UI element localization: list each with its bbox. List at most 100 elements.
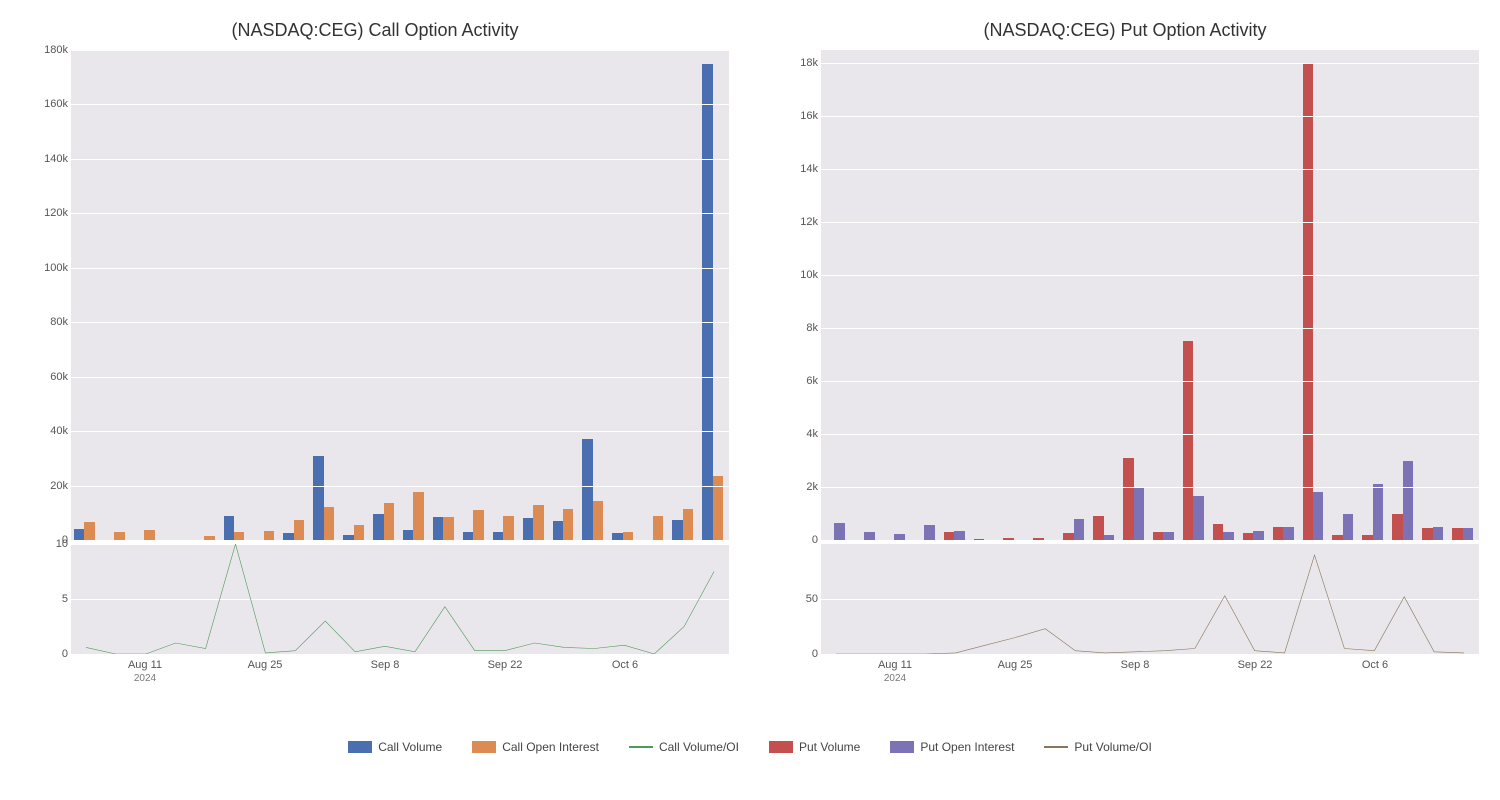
put_oi-bar (1433, 527, 1443, 540)
gridline (821, 275, 1479, 276)
gridline (71, 431, 729, 432)
put-bar-chart: 02k4k6k8k10k12k14k16k18k (820, 49, 1480, 541)
call-ratio-y-axis: 0510 (23, 544, 68, 654)
put_volume-bar (1093, 516, 1103, 540)
put_volume-bar (1063, 533, 1073, 540)
x-tick-label: Aug 112024 (128, 659, 162, 684)
gridline (71, 322, 729, 323)
call_volume-bar (74, 529, 84, 540)
legend-item: Call Volume/OI (629, 740, 739, 754)
call_oi-bar (593, 501, 603, 540)
gridline (821, 328, 1479, 329)
legend-swatch (348, 741, 372, 753)
put_oi-bar (834, 523, 844, 540)
put_oi-bar (1343, 514, 1353, 540)
gridline (821, 381, 1479, 382)
put-x-axis: Aug 112024Aug 25Sep 8Sep 22Oct 6 (820, 655, 1480, 695)
x-tick-label: Aug 112024 (878, 659, 912, 684)
x-tick-label: Aug 25 (998, 659, 1033, 671)
put_oi-bar (954, 531, 964, 540)
call_oi-bar (294, 520, 304, 540)
y-tick-label: 8k (773, 322, 818, 334)
put_volume-bar (1183, 341, 1193, 540)
legend-label: Call Volume/OI (659, 740, 739, 754)
legend-swatch (890, 741, 914, 753)
call_volume-bar (433, 517, 443, 540)
put_oi-bar (1074, 519, 1084, 540)
y-tick-label: 10k (773, 269, 818, 281)
legend-item: Call Volume (348, 740, 442, 754)
put_oi-bar (1134, 487, 1144, 540)
legend-item: Put Open Interest (890, 740, 1014, 754)
gridline (821, 222, 1479, 223)
call_oi-bar (384, 503, 394, 540)
call_oi-bar (623, 532, 633, 540)
put_volume-bar (944, 532, 954, 540)
put_oi-bar (1253, 531, 1263, 540)
call-ratio-chart: 0510 (70, 543, 730, 655)
y-tick-label: 2k (773, 481, 818, 493)
call_oi-bar (683, 509, 693, 540)
gridline (821, 540, 1479, 541)
put_volume-bar (1123, 458, 1133, 540)
put_oi-bar (924, 525, 934, 540)
y-tick-label: 0 (23, 648, 68, 660)
call_volume-bar (224, 516, 234, 541)
call-bar-chart: 020k40k60k80k100k120k140k160k180k (70, 49, 730, 541)
gridline (821, 434, 1479, 435)
y-tick-label: 0 (773, 648, 818, 660)
put_oi-bar (1193, 496, 1203, 540)
call-panel: (NASDAQ:CEG) Call Option Activity 020k40… (20, 20, 730, 695)
put_volume-bar (1303, 63, 1313, 540)
legend-swatch (472, 741, 496, 753)
call_volume-bar (403, 530, 413, 540)
put_oi-bar (1283, 527, 1293, 540)
put_oi-bar (1163, 532, 1173, 540)
call_volume-bar (313, 456, 323, 540)
put_oi-bar (1403, 461, 1413, 540)
x-tick-sublabel: 2024 (878, 673, 912, 684)
x-tick-label: Sep 22 (1238, 659, 1273, 671)
put_volume-bar (1273, 527, 1283, 540)
call_oi-bar (443, 517, 453, 540)
x-tick-label: Sep 8 (371, 659, 400, 671)
call_oi-bar (653, 516, 663, 541)
call-x-axis: Aug 112024Aug 25Sep 8Sep 22Oct 6 (70, 655, 730, 695)
call-title: (NASDAQ:CEG) Call Option Activity (20, 20, 730, 41)
put-ratio-chart: 050 (820, 543, 1480, 655)
x-tick-label: Sep 8 (1121, 659, 1150, 671)
call_oi-bar (533, 505, 543, 540)
legend-label: Put Open Interest (920, 740, 1014, 754)
gridline (821, 169, 1479, 170)
x-tick-label: Sep 22 (488, 659, 523, 671)
call_oi-bar (114, 532, 124, 540)
call_oi-bar (473, 510, 483, 540)
put_volume-bar (1243, 533, 1253, 540)
legend-item: Put Volume/OI (1044, 740, 1151, 754)
call_oi-bar (234, 532, 244, 540)
y-tick-label: 16k (773, 110, 818, 122)
gridline (71, 50, 729, 51)
x-tick-label: Oct 6 (612, 659, 638, 671)
put_oi-bar (1463, 528, 1473, 540)
call_oi-bar (563, 509, 573, 540)
legend-swatch (769, 741, 793, 753)
put_oi-bar (864, 532, 874, 540)
y-tick-label: 80k (23, 316, 68, 328)
call_oi-bar (264, 531, 274, 540)
call_oi-bar (503, 516, 513, 541)
call_oi-bar (354, 525, 364, 540)
call_volume-bar (612, 533, 622, 540)
call_volume-bar (582, 439, 592, 540)
y-tick-label: 50 (773, 593, 818, 605)
call_oi-bar (144, 530, 154, 540)
ratio-line (71, 544, 729, 654)
x-tick-sublabel: 2024 (128, 673, 162, 684)
put_oi-bar (1313, 492, 1323, 540)
put_oi-bar (1373, 484, 1383, 540)
legend-item: Put Volume (769, 740, 860, 754)
call-y-axis: 020k40k60k80k100k120k140k160k180k (23, 50, 68, 540)
call_volume-bar (553, 521, 563, 540)
call_oi-bar (84, 522, 94, 540)
put-title: (NASDAQ:CEG) Put Option Activity (770, 20, 1480, 41)
